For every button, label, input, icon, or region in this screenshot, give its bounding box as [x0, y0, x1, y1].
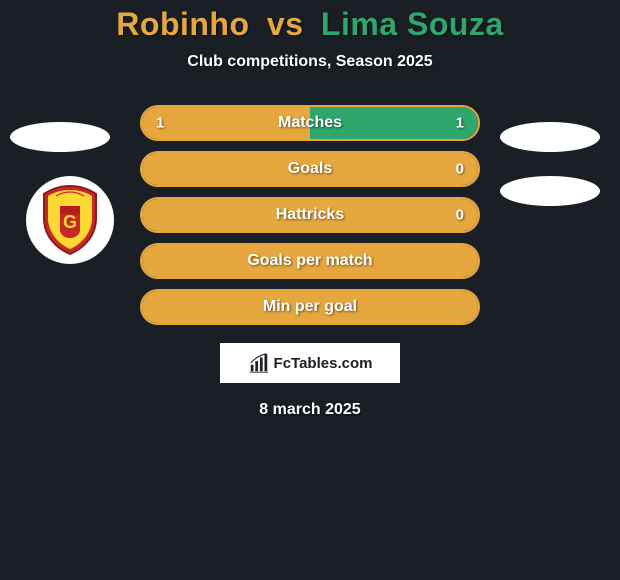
stat-value-right: 0	[456, 161, 464, 178]
fctables-banner[interactable]: FcTables.com	[220, 343, 400, 383]
player1-photo	[10, 122, 110, 152]
stat-label: Hattricks	[276, 206, 344, 224]
stat-row: Hattricks 0	[140, 197, 480, 233]
stat-value-right: 0	[456, 207, 464, 224]
stat-label: Min per goal	[263, 298, 357, 316]
player2-photo	[500, 122, 600, 152]
stat-label: Goals	[288, 160, 332, 178]
stat-row: Goals 0	[140, 151, 480, 187]
stat-row: Min per goal	[140, 289, 480, 325]
stat-value-left: 1	[156, 115, 164, 132]
player2-club-badge	[500, 176, 600, 206]
stat-row: Goals per match	[140, 243, 480, 279]
player1-club-badge: G	[26, 176, 114, 264]
stat-label: Goals per match	[247, 252, 372, 270]
date-label: 8 march 2025	[0, 401, 620, 419]
svg-text:G: G	[63, 212, 77, 232]
stat-row: Matches 1 1	[140, 105, 480, 141]
stat-label: Matches	[278, 114, 342, 132]
player1-name: Robinho	[116, 6, 249, 42]
bar-chart-icon	[248, 352, 270, 374]
subtitle: Club competitions, Season 2025	[0, 53, 620, 71]
player2-name: Lima Souza	[321, 6, 504, 42]
vs-label: vs	[267, 6, 304, 42]
club-crest-icon: G	[38, 184, 102, 256]
stat-value-right: 1	[456, 115, 464, 132]
comparison-title: Robinho vs Lima Souza	[0, 0, 620, 43]
banner-text: FcTables.com	[274, 355, 373, 372]
